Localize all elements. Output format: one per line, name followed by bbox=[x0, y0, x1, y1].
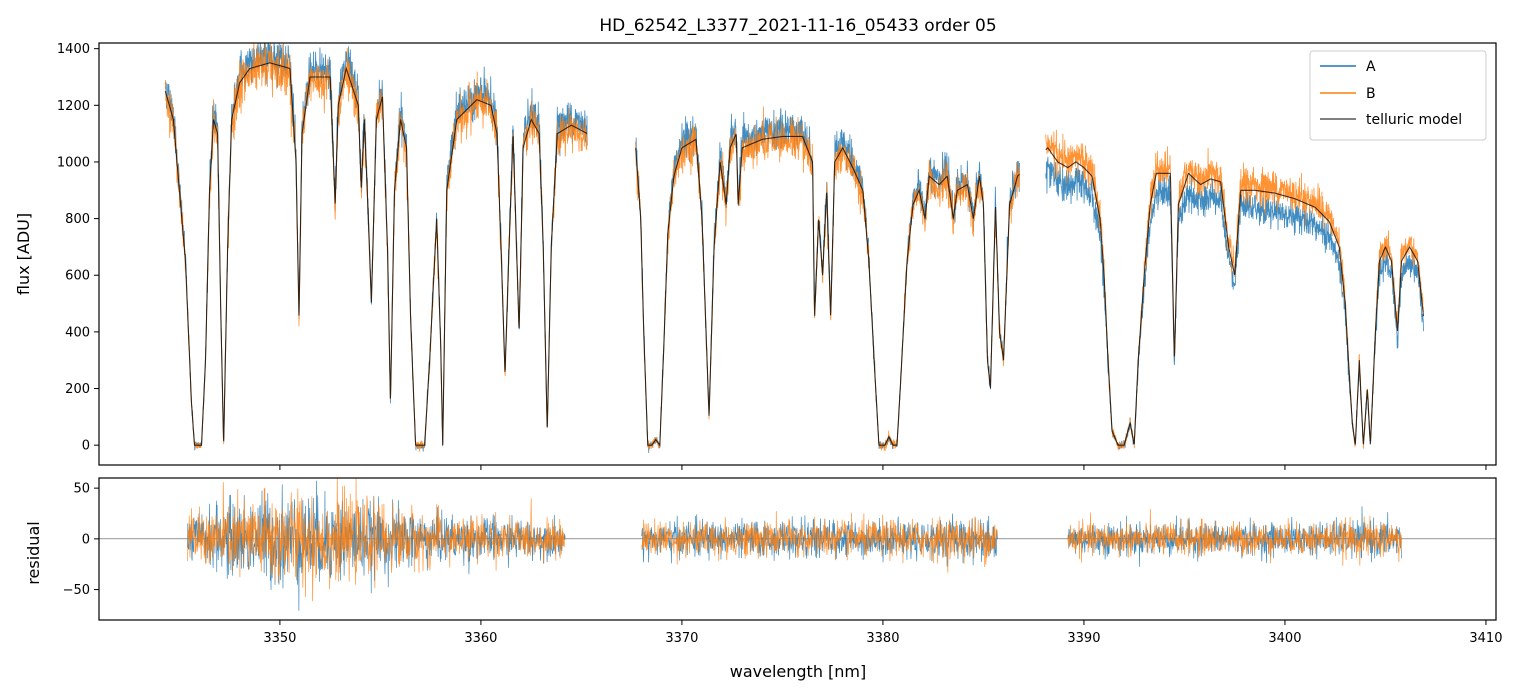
bottom-panel-frame bbox=[98, 477, 1497, 621]
series-b-flux-line bbox=[164, 43, 1424, 452]
top-series bbox=[164, 43, 1425, 453]
top-y-axis-label: flux [ADU] bbox=[14, 213, 33, 295]
series-b-residual-line bbox=[187, 478, 1402, 602]
top-y-tick-label: 1200 bbox=[57, 99, 90, 114]
x-tick-label: 3350 bbox=[263, 631, 296, 646]
chart-title: HD_62542_L3377_2021-11-16_05433 order 05 bbox=[599, 16, 996, 36]
top-panel: 0 200 400 600 800 1000 1200 1400 flux [ADU] bbox=[14, 42, 1497, 470]
bottom-x-ticks: 3350 3360 3370 3380 3390 3400 3410 bbox=[263, 620, 1502, 646]
x-tick-label: 3370 bbox=[665, 631, 698, 646]
top-y-tick-label: 0 bbox=[82, 439, 90, 454]
legend-label-a: A bbox=[1366, 59, 1376, 75]
x-tick-label: 3410 bbox=[1469, 631, 1502, 646]
legend: A B telluric model bbox=[1309, 50, 1487, 141]
top-y-tick-label: 800 bbox=[65, 212, 90, 227]
bottom-panel: −50 0 50 3350 3360 3370 3380 3390 3400 3410 resi… bbox=[24, 477, 1502, 681]
bottom-y-tick-label: −50 bbox=[63, 583, 90, 598]
x-tick-label: 3390 bbox=[1067, 631, 1100, 646]
legend-label-model: telluric model bbox=[1366, 112, 1462, 128]
legend-label-b: B bbox=[1366, 86, 1376, 102]
legend-box bbox=[1309, 50, 1487, 141]
bottom-y-ticks: −50 0 50 bbox=[63, 482, 99, 598]
top-y-tick-label: 1400 bbox=[57, 42, 90, 57]
x-axis-label: wavelength [nm] bbox=[730, 662, 867, 681]
top-y-ticks: 0 200 400 600 800 1000 1200 1400 bbox=[57, 42, 99, 454]
top-y-tick-label: 1000 bbox=[57, 155, 90, 170]
x-tick-label: 3380 bbox=[866, 631, 899, 646]
x-tick-label: 3360 bbox=[464, 631, 497, 646]
bottom-y-tick-label: 0 bbox=[82, 532, 90, 547]
top-panel-frame bbox=[98, 42, 1497, 466]
top-y-tick-label: 200 bbox=[65, 382, 90, 397]
top-y-tick-label: 600 bbox=[65, 269, 90, 284]
top-y-tick-label: 400 bbox=[65, 325, 90, 340]
x-tick-label: 3400 bbox=[1268, 631, 1301, 646]
top-x-ticks bbox=[279, 465, 1487, 470]
bottom-y-tick-label: 50 bbox=[73, 482, 90, 497]
bottom-y-axis-label: residual bbox=[24, 521, 43, 584]
bottom-series bbox=[99, 478, 1496, 611]
telluric-model-line bbox=[164, 62, 1425, 447]
